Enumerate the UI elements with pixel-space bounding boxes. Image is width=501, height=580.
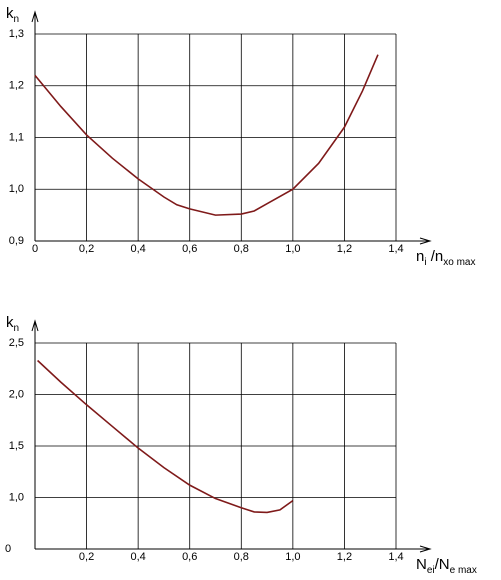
x-tick-label: 0,6 (182, 243, 197, 255)
x-axis-label-part: /n (427, 248, 444, 265)
x-axis-label-part: n (416, 248, 424, 265)
y-tick-label: 1,1 (9, 131, 24, 143)
x-axis-label-part: i (424, 257, 426, 268)
y-tick-label: 1,0 (9, 491, 24, 503)
origin-label: 0 (5, 543, 11, 555)
x-axis-label: Nei/Ne max (416, 556, 477, 576)
x-axis-label-part: ei (427, 565, 435, 576)
x-tick-label: 0,2 (79, 551, 94, 563)
x-tick-label: 0 (32, 243, 38, 255)
x-axis-label-part: e max (450, 565, 477, 576)
x-tick-label: 0,4 (130, 551, 145, 563)
x-tick-label: 1,4 (388, 551, 403, 563)
y-tick-label: 1,3 (9, 28, 24, 40)
x-tick-label: 0,6 (182, 551, 197, 563)
y-arrow (31, 319, 39, 332)
y-axis-label-part: k (6, 314, 14, 331)
y-tick-label: 1,5 (9, 440, 24, 452)
x-axis-label-part: N (416, 556, 427, 573)
line (37, 359, 294, 514)
x-arrow (419, 545, 432, 553)
y-tick-label: 2,0 (9, 388, 24, 400)
x-tick-label: 1,2 (337, 551, 352, 563)
line (34, 54, 379, 216)
y-tick-label: 0,9 (9, 235, 24, 247)
x-tick-label: 1,0 (285, 551, 300, 563)
y-axis-label-part: k (6, 5, 14, 22)
y-axis-label: kn (6, 314, 19, 334)
x-arrow (419, 237, 432, 245)
y-tick-label: 1,0 (9, 183, 24, 195)
x-axis-label: ni /nxo max (416, 248, 476, 268)
y-tick-label: 1,2 (9, 80, 24, 92)
x-tick-label: 0,4 (130, 243, 145, 255)
x-axis-label-part: xo max (443, 257, 475, 268)
x-tick-label: 1,4 (388, 243, 403, 255)
x-tick-label: 0,8 (234, 551, 249, 563)
x-tick-label: 1,2 (337, 243, 352, 255)
x-tick-label: 0,2 (79, 243, 94, 255)
x-tick-label: 1,0 (285, 243, 300, 255)
y-arrow (31, 10, 39, 23)
y-axis-label-part: n (14, 14, 20, 25)
y-axis-label: kn (6, 5, 19, 25)
y-axis-label-part: n (14, 323, 20, 334)
x-tick-label: 0,8 (234, 243, 249, 255)
x-axis-label-part: /N (435, 556, 450, 573)
y-tick-label: 2,5 (9, 337, 24, 349)
